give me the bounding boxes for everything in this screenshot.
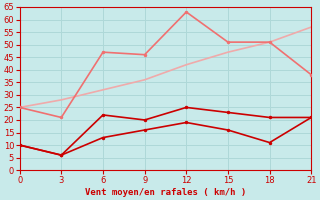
X-axis label: Vent moyen/en rafales ( km/h ): Vent moyen/en rafales ( km/h ) — [85, 188, 246, 197]
